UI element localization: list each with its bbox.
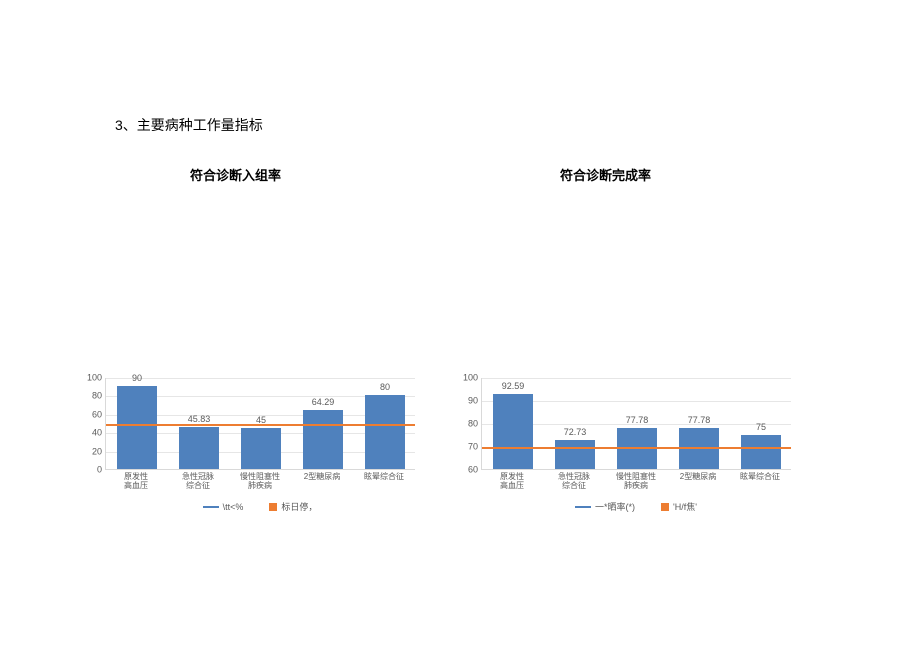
y-tick: 100 — [82, 374, 102, 383]
legend: 一*晒率(*) 'H/f焦' — [481, 500, 791, 513]
x-label: 急性冠脉综合征 — [543, 472, 605, 490]
x-label: 慢性阻塞性肺疾病 — [605, 472, 667, 490]
chart-right: 6070809010092.5972.7377.7877.7875原发性高血压急… — [481, 378, 791, 513]
legend-item-target: 'H/f焦' — [661, 500, 697, 513]
legend-item-target: 标日停， — [269, 500, 317, 513]
y-tick: 90 — [458, 397, 478, 406]
legend-item-series: \tt<% — [203, 500, 244, 513]
bar: 45 — [241, 428, 280, 469]
legend: \tt<% 标日停， — [105, 500, 415, 513]
legend-label: 一*晒率(*) — [595, 500, 635, 513]
chart-left: 0204060801009045.834564.2980原发性高血压急性冠脉综合… — [105, 378, 415, 513]
x-label: 眩晕综合征 — [729, 472, 791, 490]
y-tick: 0 — [82, 466, 102, 475]
plot-area: 0204060801009045.834564.2980 — [105, 378, 415, 470]
y-tick: 60 — [458, 466, 478, 475]
y-tick: 40 — [82, 429, 102, 438]
legend-label: 标日停， — [281, 500, 317, 513]
bar: 92.59 — [493, 394, 532, 469]
bar-value-label: 77.78 — [617, 415, 656, 425]
bar-value-label: 92.59 — [493, 381, 532, 391]
bar-value-label: 64.29 — [303, 397, 342, 407]
legend-label: \tt<% — [223, 502, 244, 512]
section-title: 3、主要病种工作量指标 — [115, 115, 263, 135]
bar-value-label: 80 — [365, 382, 404, 392]
bar: 90 — [117, 386, 156, 469]
bar: 64.29 — [303, 410, 342, 469]
x-label: 2型糖尿病 — [291, 472, 353, 490]
target-line — [106, 424, 415, 426]
target-line — [482, 447, 791, 449]
chart-title-right: 符合诊断完成率 — [560, 165, 651, 184]
x-label: 眩晕综合征 — [353, 472, 415, 490]
y-tick: 80 — [82, 392, 102, 401]
bar-value-label: 45.83 — [179, 414, 218, 424]
plot-area: 6070809010092.5972.7377.7877.7875 — [481, 378, 791, 470]
bar: 80 — [365, 395, 404, 469]
bar-value-label: 72.73 — [555, 427, 594, 437]
legend-label: 'H/f焦' — [673, 500, 697, 513]
y-tick: 60 — [82, 410, 102, 419]
bar-value-label: 77.78 — [679, 415, 718, 425]
y-tick: 70 — [458, 443, 478, 452]
y-tick: 20 — [82, 447, 102, 456]
bar: 72.73 — [555, 440, 594, 469]
x-label: 原发性高血压 — [105, 472, 167, 490]
y-tick: 100 — [458, 374, 478, 383]
bar: 45.83 — [179, 427, 218, 469]
y-tick: 80 — [458, 420, 478, 429]
x-label: 2型糖尿病 — [667, 472, 729, 490]
x-label: 慢性阻塞性肺疾病 — [229, 472, 291, 490]
bar-value-label: 90 — [117, 373, 156, 383]
x-label: 急性冠脉综合征 — [167, 472, 229, 490]
bar-value-label: 75 — [741, 422, 780, 432]
x-label: 原发性高血压 — [481, 472, 543, 490]
chart-title-left: 符合诊断入组率 — [190, 165, 281, 184]
bar: 75 — [741, 435, 780, 470]
legend-item-series: 一*晒率(*) — [575, 500, 635, 513]
